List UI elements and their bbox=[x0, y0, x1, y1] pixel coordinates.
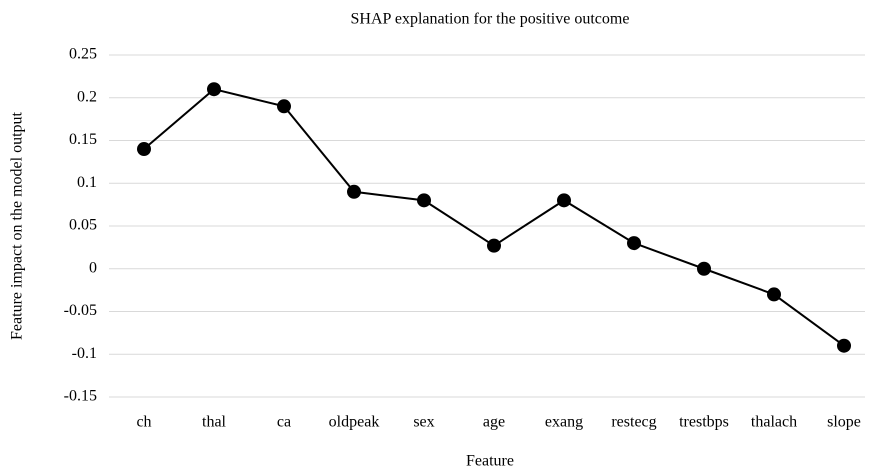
data-point bbox=[207, 82, 221, 97]
x-tick-label: ch bbox=[136, 414, 151, 431]
x-tick-label: thal bbox=[202, 414, 227, 431]
x-tick-label: age bbox=[483, 414, 505, 431]
data-point bbox=[837, 338, 851, 353]
x-tick-label: ca bbox=[277, 414, 291, 431]
y-tick-label: 0.25 bbox=[69, 46, 97, 63]
y-tick-label: -0.1 bbox=[72, 345, 97, 362]
y-tick-label: 0.05 bbox=[69, 217, 97, 234]
y-tick-label: 0.1 bbox=[77, 174, 97, 191]
data-point bbox=[767, 287, 781, 302]
y-tick-label: -0.15 bbox=[64, 388, 97, 405]
x-tick-label: thalach bbox=[751, 414, 797, 431]
y-tick-label: 0 bbox=[89, 259, 97, 276]
chart-title: SHAP explanation for the positive outcom… bbox=[351, 11, 630, 28]
data-point bbox=[347, 184, 361, 199]
data-point bbox=[417, 193, 431, 208]
y-axis-label: Feature impact on the model output bbox=[9, 111, 26, 340]
y-tick-label: -0.05 bbox=[64, 302, 97, 319]
y-tick-label: 0.2 bbox=[77, 88, 97, 105]
x-tick-label: oldpeak bbox=[329, 414, 380, 431]
y-tick-label: 0.15 bbox=[69, 131, 97, 148]
x-tick-label: trestbps bbox=[679, 414, 729, 431]
x-axis-label: Feature bbox=[466, 453, 514, 470]
x-tick-label: slope bbox=[827, 414, 861, 431]
data-point bbox=[277, 99, 291, 114]
x-tick-label: sex bbox=[413, 414, 434, 431]
data-point bbox=[137, 142, 151, 157]
data-line bbox=[143, 88, 845, 347]
x-tick-label: exang bbox=[545, 414, 583, 431]
data-point bbox=[697, 261, 711, 276]
data-point bbox=[627, 236, 641, 251]
data-point bbox=[557, 193, 571, 208]
x-tick-label: restecg bbox=[611, 414, 656, 431]
data-point bbox=[487, 238, 501, 253]
